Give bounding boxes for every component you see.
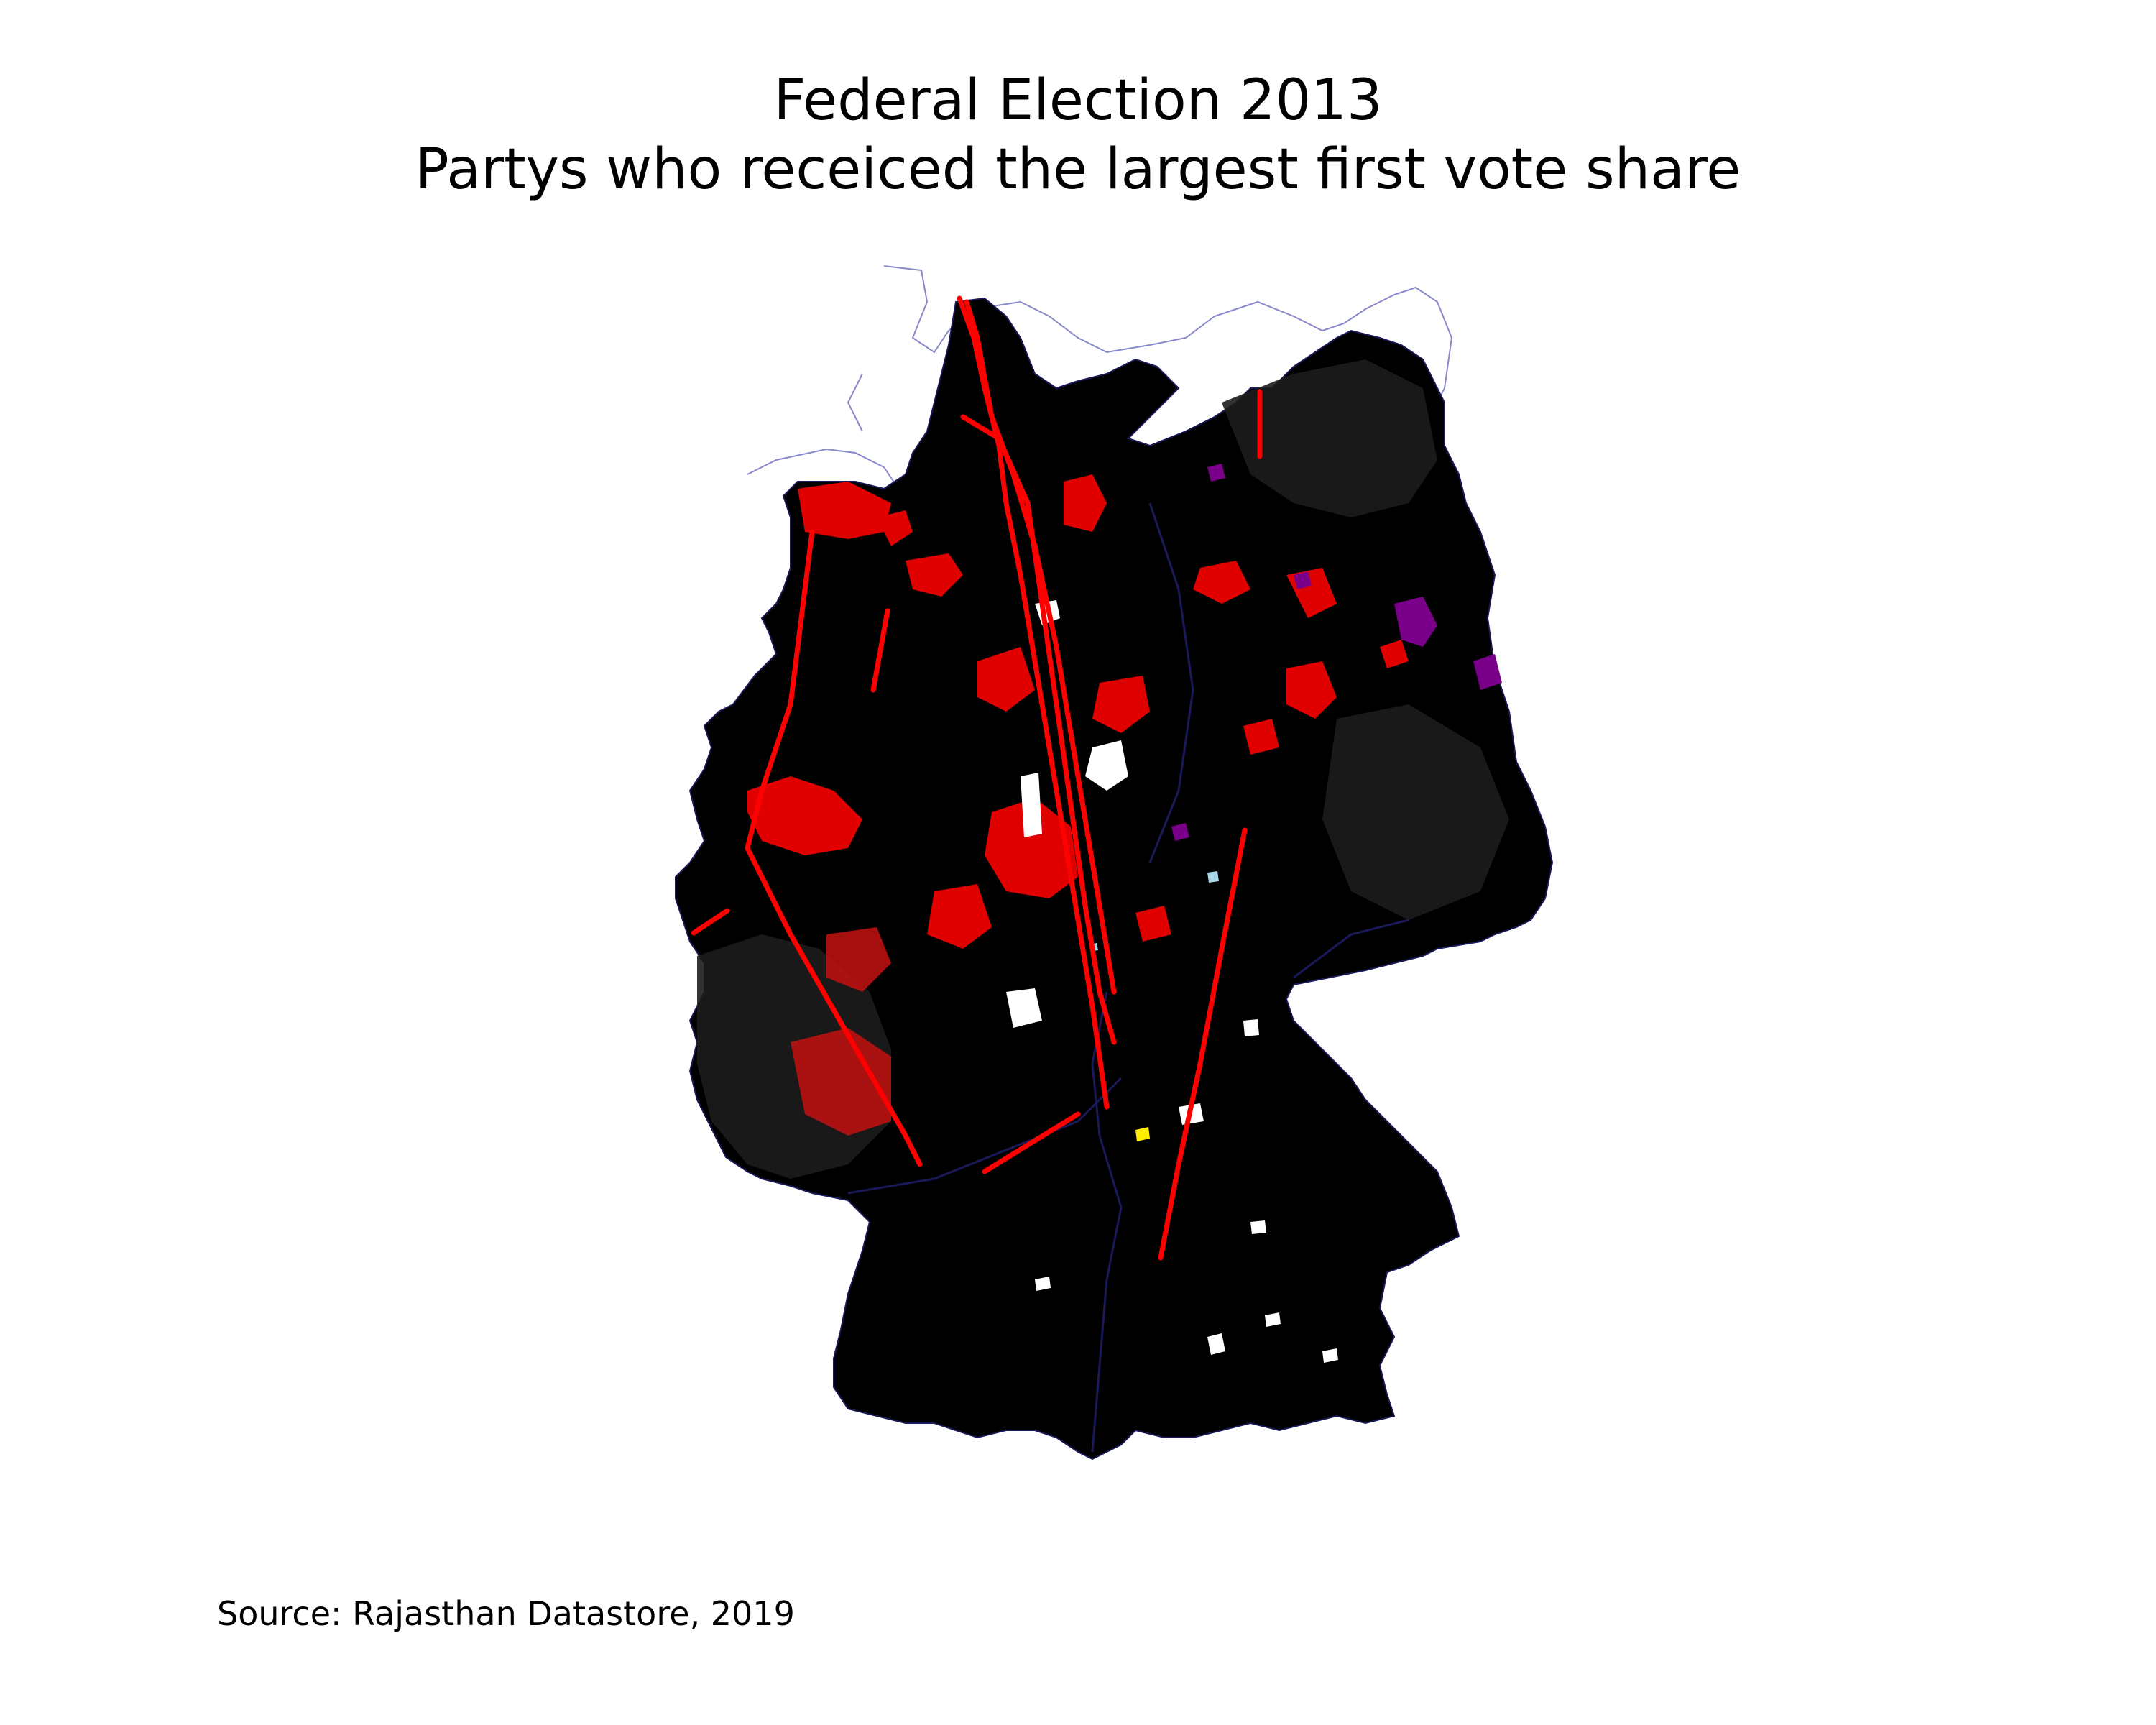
source-caption: Source: Rajasthan Datastore, 2019 bbox=[217, 1594, 795, 1633]
white-patch-9 bbox=[1035, 1276, 1051, 1291]
red-line-3 bbox=[960, 414, 1117, 1045]
red-region-1 bbox=[798, 482, 891, 539]
yellow-patch bbox=[1135, 1127, 1150, 1141]
red-party-regions bbox=[747, 474, 1409, 949]
red-region-7 bbox=[1092, 676, 1150, 733]
boundary-3 bbox=[1148, 502, 1194, 863]
grey-region-northeast bbox=[1222, 359, 1437, 518]
red-region-15 bbox=[1135, 906, 1171, 942]
red-region-13 bbox=[1243, 719, 1279, 755]
lightblue-patch bbox=[1207, 871, 1219, 883]
red-region-4 bbox=[1064, 474, 1107, 532]
map-title: Federal Election 2013 Partys who receice… bbox=[0, 66, 2156, 204]
purple-party-regions bbox=[1171, 464, 1502, 841]
red-line-8 bbox=[982, 1111, 1081, 1174]
red-line-4 bbox=[745, 529, 923, 1167]
purple-region-5 bbox=[1171, 823, 1189, 841]
boundary-2 bbox=[847, 1077, 1123, 1195]
red-line-9 bbox=[1158, 827, 1248, 1261]
boundary-4 bbox=[1293, 919, 1409, 979]
red-line-overlays bbox=[691, 295, 1263, 1261]
boundary-1 bbox=[1091, 991, 1123, 1453]
red-dotted-clusters bbox=[791, 927, 891, 1136]
white-patch-11 bbox=[1265, 1312, 1281, 1327]
white-patch-2 bbox=[1085, 740, 1128, 791]
red-line-7 bbox=[691, 908, 730, 936]
red-cluster-2 bbox=[791, 1028, 891, 1136]
state-boundaries bbox=[847, 502, 1409, 1453]
red-cluster-1 bbox=[826, 927, 891, 992]
country-silhouette bbox=[675, 297, 1554, 1460]
white-patch-7 bbox=[1250, 1220, 1266, 1234]
purple-region-4 bbox=[1207, 464, 1225, 482]
red-region-3 bbox=[906, 553, 963, 597]
red-region-10 bbox=[1193, 561, 1250, 604]
red-region-5 bbox=[747, 776, 862, 855]
map-title-line-1: Federal Election 2013 bbox=[773, 68, 1383, 133]
white-patch-5 bbox=[1243, 1019, 1259, 1036]
grey-region-east bbox=[1322, 704, 1509, 920]
red-region-8 bbox=[985, 798, 1078, 898]
white-patch-10 bbox=[1322, 1348, 1338, 1363]
red-line-2 bbox=[964, 299, 1117, 995]
red-region-2 bbox=[877, 510, 913, 546]
purple-region-1 bbox=[1394, 597, 1437, 647]
purple-region-2 bbox=[1473, 654, 1502, 690]
red-region-6 bbox=[977, 647, 1035, 712]
coastline-outline bbox=[747, 265, 1453, 489]
white-patch-4 bbox=[1006, 988, 1042, 1028]
white-patch-8 bbox=[1207, 1333, 1225, 1355]
red-region-12 bbox=[1286, 661, 1337, 719]
white-patch-3 bbox=[1021, 773, 1042, 837]
map-title-line-2: Partys who receiced the largest first vo… bbox=[415, 137, 1741, 202]
red-region-9 bbox=[927, 884, 992, 949]
red-region-14 bbox=[1380, 640, 1409, 668]
red-line-5 bbox=[870, 608, 890, 693]
purple-region-3 bbox=[1294, 571, 1312, 589]
